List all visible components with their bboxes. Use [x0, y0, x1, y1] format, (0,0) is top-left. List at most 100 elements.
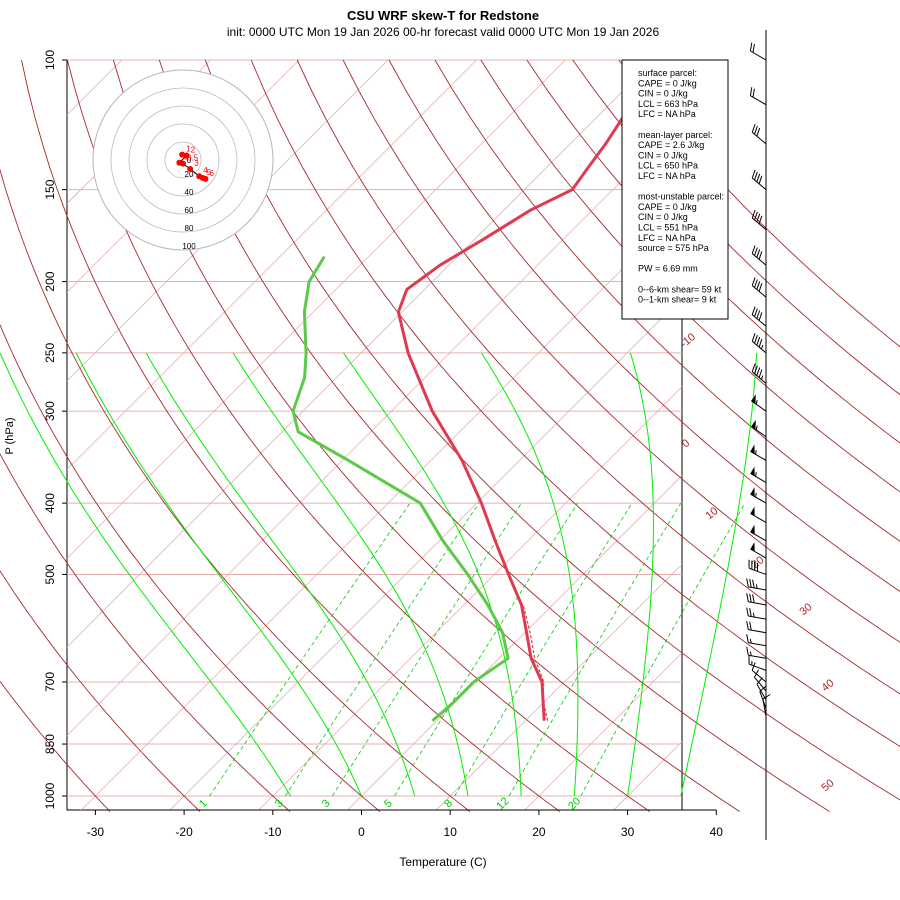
- y-tick-label: 1000: [43, 782, 57, 809]
- wind-barb: [750, 506, 767, 523]
- wind-barb-full: [751, 277, 756, 286]
- hodograph-point-label: 4: [203, 166, 208, 175]
- info-line: CAPE = 0 J/kg: [638, 202, 697, 212]
- wind-barb-full: [756, 213, 761, 223]
- dry-adiabat-line: [0, 570, 201, 812]
- wind-barb: [750, 542, 767, 559]
- wind-barb: [746, 646, 767, 659]
- wind-barb: [750, 487, 767, 504]
- wind-barb-full: [749, 593, 752, 603]
- info-line: mean-layer parcel:: [638, 130, 713, 140]
- info-line: LCL = 551 hPa: [638, 223, 698, 233]
- hodograph-point: [187, 166, 194, 172]
- wind-barb: [750, 444, 767, 461]
- dry-adiabat-line: [572, 59, 900, 396]
- y-tick-label: 250: [43, 343, 57, 363]
- wind-barb-full: [749, 621, 752, 631]
- dry-adiabat-line: [158, 59, 830, 812]
- info-line: most-unstable parcel:: [638, 192, 724, 202]
- hodograph-point: [179, 151, 186, 158]
- moist-adiabat-line: [145, 352, 416, 797]
- chart-subtitle: init: 0000 UTC Mon 19 Jan 2026 00-hr for…: [227, 25, 660, 39]
- wind-barb: [751, 394, 767, 412]
- wind-barb: [751, 169, 767, 190]
- mixing-ratio-line: [508, 502, 682, 797]
- isotherm-line: [80, 208, 682, 810]
- wind-barb-full: [754, 335, 758, 344]
- wind-barb-full: [746, 634, 749, 643]
- info-line: CAPE = 2.6 J/kg: [638, 140, 704, 150]
- wind-barb-shaft: [751, 131, 767, 145]
- moist-adiabat-line: [75, 352, 362, 797]
- isotherm-line: [67, 60, 477, 471]
- wind-barb: [751, 124, 767, 145]
- dry-adiabat-label: 30: [798, 601, 815, 618]
- wind-barb: [746, 607, 767, 620]
- wind-barb: [746, 621, 767, 634]
- hodograph-point-label: 1: [186, 145, 191, 154]
- temperature-profile: [396, 89, 646, 721]
- hodograph-ring-label: 20: [185, 170, 194, 179]
- info-line: CAPE = 0 J/kg: [638, 78, 697, 88]
- x-tick-label: 20: [532, 825, 546, 839]
- moist-adiabats: [0, 352, 758, 797]
- x-tick-label: 30: [621, 825, 635, 839]
- dry-adiabat-label: -10: [678, 331, 698, 350]
- wind-barb: [750, 466, 767, 483]
- wind-barb: [751, 333, 767, 354]
- wind-barb-full: [758, 369, 763, 378]
- wind-barb-full: [752, 44, 755, 53]
- y-tick-label: 700: [43, 672, 57, 692]
- wind-barb-full: [752, 88, 755, 98]
- wind-barb-full: [762, 694, 771, 700]
- hodograph-point-label: 6: [210, 169, 215, 178]
- wind-barb-full: [751, 333, 756, 342]
- x-tick-label: 0: [358, 825, 365, 839]
- isobar-grid: [67, 59, 682, 797]
- hodograph-ring: [146, 123, 220, 197]
- info-line: LCL = 650 hPa: [638, 161, 698, 171]
- wind-barb-full: [753, 669, 760, 678]
- wind-barb-half: [752, 612, 755, 618]
- hodograph-ring: [110, 87, 256, 233]
- info-line: PW = 6.69 mm: [638, 264, 698, 274]
- wind-barb-half: [755, 399, 758, 405]
- hodograph-point-label: 5: [207, 168, 212, 177]
- x-tick-label: -20: [175, 825, 193, 839]
- wind-barb-full: [751, 245, 756, 254]
- isotherm-line: [258, 386, 682, 810]
- wind-barb-shaft: [751, 670, 767, 683]
- wind-barb-shaft: [748, 663, 767, 671]
- wind-barb-shaft: [762, 698, 767, 717]
- wind-barb-shaft: [748, 601, 767, 606]
- isotherm-line: [67, 120, 682, 737]
- wind-barb-full: [751, 306, 756, 315]
- info-line: LCL = 663 hPa: [638, 99, 698, 109]
- wind-barb-full: [756, 336, 761, 346]
- wind-barb: [753, 669, 767, 692]
- sounding-profiles: [291, 89, 646, 722]
- wind-barb: [746, 593, 767, 606]
- wind-barb: [762, 694, 771, 717]
- x-tick-label: 10: [444, 825, 458, 839]
- wind-barb-half: [755, 425, 758, 431]
- wind-barb-full: [756, 281, 761, 290]
- wind-barb-full: [756, 173, 761, 183]
- wind-barb: [746, 634, 767, 647]
- mixing-ratio-line: [580, 502, 746, 797]
- parcel-trace: [522, 604, 549, 721]
- wind-barb-full: [754, 247, 758, 256]
- isotherm-line: [67, 60, 211, 205]
- wind-barbs: [746, 30, 771, 840]
- info-line: surface parcel:: [638, 68, 697, 78]
- wind-barb-full: [746, 646, 749, 656]
- wind-barb-half: [755, 472, 757, 477]
- dry-adiabat-line: [21, 59, 561, 812]
- mixing-ratio-line: [454, 502, 633, 797]
- wind-barb-full: [758, 251, 763, 260]
- wind-barb-full: [758, 338, 763, 348]
- wind-barb: [748, 559, 767, 575]
- wind-barb-full: [754, 365, 758, 374]
- isotherm-line: [701, 60, 900, 812]
